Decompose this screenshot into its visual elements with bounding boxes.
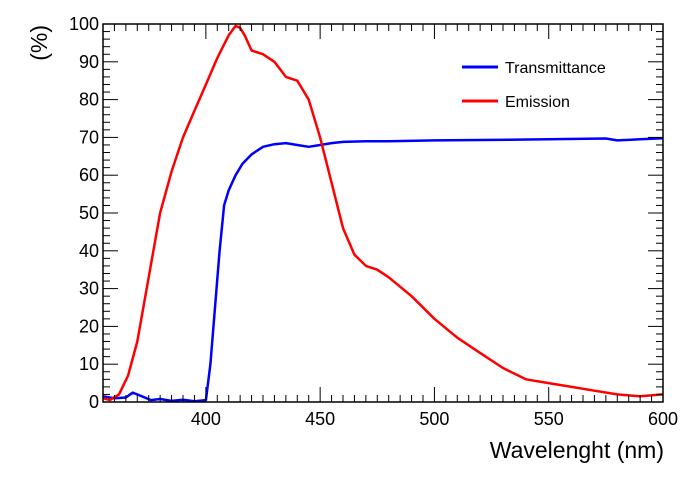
y-tick-label: 30 (79, 279, 99, 299)
x-tick-label: 550 (534, 409, 564, 429)
y-tick-label: 40 (79, 241, 99, 261)
y-axis-label: (%) (26, 25, 52, 61)
tick-label-layer: 400 450 500 550 600 0 10 20 30 40 50 60 70 80 90 100 (69, 14, 678, 429)
series-line-emission (102, 24, 664, 402)
legend-label-emission: Emission (505, 94, 570, 111)
x-axis-label: Wavelenght (nm) (490, 437, 664, 463)
plot-background (103, 24, 663, 402)
plot-frame (102, 23, 664, 403)
x-tick-label: 450 (305, 409, 335, 429)
y-tick-label: 70 (79, 127, 99, 147)
y-tick-label: 80 (79, 90, 99, 110)
y-tick-label: 10 (79, 354, 99, 374)
x-tick-label: 500 (419, 409, 449, 429)
legend: Transmittance Emission (462, 60, 606, 111)
y-tick-label: 0 (89, 392, 99, 412)
tick-layer (102, 23, 664, 403)
y-tick-label: 60 (79, 165, 99, 185)
series-line-transmittance (102, 136, 664, 403)
y-tick-label: 20 (79, 316, 99, 336)
legend-label-transmittance: Transmittance (505, 60, 606, 77)
y-tick-label: 90 (79, 52, 99, 72)
y-tick-label: 100 (69, 14, 99, 34)
y-tick-label: 50 (79, 203, 99, 223)
x-tick-label: 600 (648, 409, 678, 429)
x-tick-label: 400 (191, 409, 221, 429)
series-layer (102, 24, 664, 403)
